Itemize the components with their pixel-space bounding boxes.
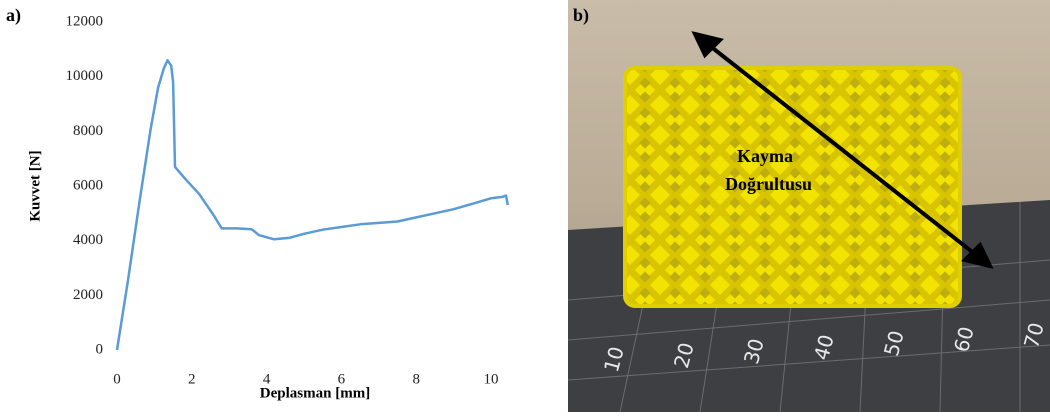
x-axis-label: Deplasman [mm] bbox=[260, 385, 370, 401]
y-tick-label: 8000 bbox=[73, 123, 103, 139]
x-tick-label: 8 bbox=[412, 371, 420, 387]
y-tick-label: 6000 bbox=[73, 177, 103, 193]
x-tick-label: 2 bbox=[188, 371, 196, 387]
photo-annotation: Doğrultusu bbox=[725, 174, 812, 194]
y-tick-label: 12000 bbox=[66, 13, 104, 29]
x-tick-label: 4 bbox=[263, 371, 271, 387]
y-tick-label: 4000 bbox=[73, 232, 103, 248]
x-tick-label: 0 bbox=[113, 371, 121, 387]
photo-annotation: Kayma bbox=[737, 146, 793, 166]
y-tick-label: 0 bbox=[96, 341, 104, 357]
data-line bbox=[115, 59, 510, 351]
shear-arrow bbox=[691, 31, 994, 269]
y-axis-label: Kuvvet [N] bbox=[27, 150, 43, 221]
lattice-specimen bbox=[623, 66, 962, 308]
y-tick-label: 2000 bbox=[73, 287, 103, 303]
panel-label: a) bbox=[6, 5, 21, 26]
x-tick-label: 10 bbox=[484, 371, 499, 387]
y-tick-label: 10000 bbox=[66, 68, 104, 84]
panel-label: b) bbox=[573, 5, 589, 26]
x-tick-label: 6 bbox=[338, 371, 346, 387]
photo: Kayma Doğrultusu b) bbox=[567, 0, 1050, 413]
